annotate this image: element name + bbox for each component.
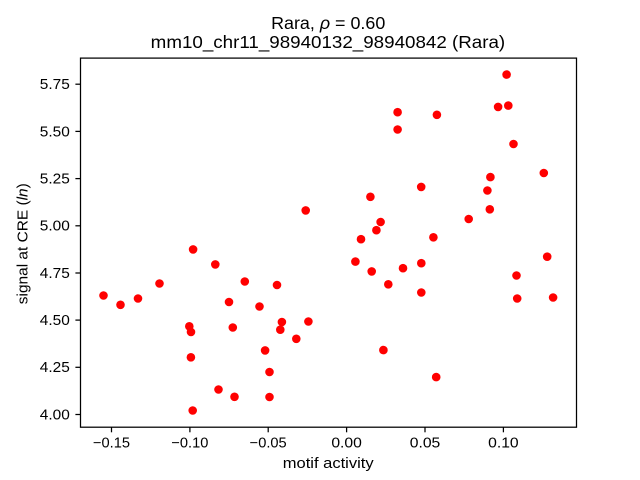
svg-text:4.50: 4.50	[40, 313, 70, 329]
svg-text:4.00: 4.00	[40, 407, 70, 423]
svg-text:−0.05: −0.05	[250, 435, 287, 451]
svg-text:Rara, ρ = 0.60: Rara, ρ = 0.60	[271, 13, 385, 33]
svg-text:signal at CRE (ln): signal at CRE (ln)	[16, 183, 32, 304]
svg-text:5.25: 5.25	[40, 172, 70, 188]
svg-text:−0.10: −0.10	[171, 435, 208, 451]
svg-text:4.25: 4.25	[40, 360, 70, 376]
svg-text:4.75: 4.75	[40, 266, 70, 282]
svg-text:0.05: 0.05	[410, 435, 441, 451]
svg-text:5.00: 5.00	[40, 219, 70, 235]
svg-text:−0.15: −0.15	[93, 435, 130, 451]
svg-text:motif activity: motif activity	[283, 456, 375, 472]
svg-text:0.00: 0.00	[331, 435, 362, 451]
svg-text:mm10_chr11_98940132_98940842 (: mm10_chr11_98940132_98940842 (Rara)	[151, 32, 506, 53]
svg-text:0.10: 0.10	[488, 435, 519, 451]
svg-text:5.75: 5.75	[40, 77, 70, 93]
svg-text:5.50: 5.50	[40, 124, 70, 140]
